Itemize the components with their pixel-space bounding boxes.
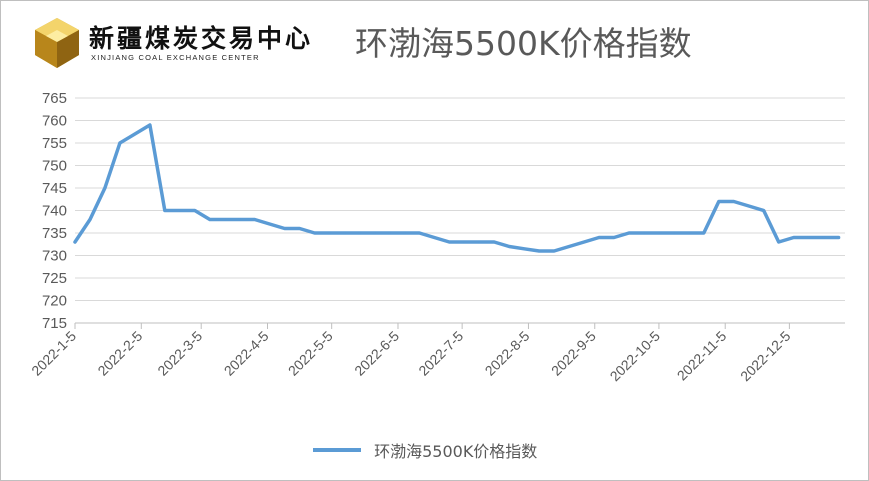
data-point — [268, 222, 271, 226]
data-point — [747, 204, 750, 208]
logo-english-name: XINJIANG COAL EXCHANGE CENTER — [91, 53, 260, 62]
data-point — [627, 231, 631, 235]
data-point — [552, 249, 556, 253]
data-point — [717, 200, 720, 203]
data-point — [822, 236, 825, 239]
logo: 新疆煤炭交易中心 XINJIANG COAL EXCHANGE CENTER — [29, 15, 329, 71]
y-tick-label: 735 — [42, 225, 67, 242]
chart-title: 环渤海5500K价格指数 — [355, 24, 692, 63]
data-point — [762, 209, 765, 212]
data-point — [448, 240, 451, 244]
data-point — [118, 141, 122, 145]
logo-chinese-name: 新疆煤炭交易中心 — [89, 24, 314, 53]
x-tick-label: 2022-1-5 — [28, 328, 79, 379]
data-point — [807, 236, 810, 239]
data-point — [523, 247, 526, 250]
y-tick-label: 745 — [42, 180, 67, 197]
x-tick-label: 2022-3-5 — [154, 328, 205, 379]
data-point — [418, 231, 421, 235]
series-layer — [73, 123, 841, 253]
y-tick-label: 765 — [42, 90, 67, 107]
x-tick-label: 2022-6-5 — [351, 328, 402, 379]
data-point — [73, 240, 77, 244]
data-point — [463, 240, 466, 244]
data-point — [537, 249, 541, 253]
data-point — [178, 209, 181, 212]
data-point — [777, 240, 780, 244]
data-point — [478, 240, 481, 244]
data-point — [508, 245, 511, 248]
data-point — [238, 218, 241, 221]
y-axis: 715 720 725 730 735 740 745 750 755 760 765 — [42, 90, 67, 332]
data-point — [403, 231, 406, 235]
data-point — [313, 231, 316, 235]
y-tick-label: 760 — [42, 113, 67, 130]
data-point — [672, 231, 676, 235]
data-point — [612, 236, 616, 239]
legend-swatch — [313, 448, 361, 452]
data-point — [358, 231, 361, 235]
legend: 环渤海5500K价格指数 — [313, 438, 538, 461]
data-point — [328, 231, 331, 235]
x-axis: 2022-1-5 2022-2-5 2022-3-5 2022-4-5 2022-5-5… — [28, 322, 845, 385]
x-tick-label: 2022-11-5 — [674, 328, 730, 384]
data-point — [657, 231, 661, 235]
legend-label: 环渤海5500K价格指数 — [374, 442, 538, 461]
data-point — [193, 209, 196, 212]
data-point — [88, 218, 92, 221]
x-tick-label: 2022-7-5 — [415, 328, 466, 379]
data-point — [642, 231, 646, 235]
data-point — [493, 240, 496, 244]
data-point — [567, 245, 571, 248]
x-tick-label: 2022-12-5 — [737, 328, 794, 385]
x-tick-label: 2022-9-5 — [548, 328, 599, 379]
data-point — [343, 231, 346, 235]
data-point — [298, 227, 301, 230]
y-tick-label: 720 — [42, 293, 67, 310]
y-tick-label: 755 — [42, 135, 67, 152]
x-tick-label: 2022-5-5 — [285, 328, 336, 379]
y-tick-label: 740 — [42, 203, 67, 220]
data-point — [388, 231, 391, 235]
data-point — [163, 209, 166, 212]
data-point — [732, 200, 735, 203]
data-point — [837, 236, 840, 239]
grid-lines — [75, 97, 845, 324]
data-point — [373, 231, 376, 235]
y-tick-label: 730 — [42, 248, 67, 265]
gold-cube-icon — [35, 18, 79, 68]
x-tick-label: 2022-10-5 — [607, 328, 664, 385]
data-point — [283, 227, 286, 230]
data-point — [792, 236, 795, 239]
data-point — [433, 236, 436, 239]
x-tick-label: 2022-8-5 — [482, 328, 533, 379]
data-point — [597, 236, 601, 239]
x-tick-label: 2022-4-5 — [221, 328, 272, 379]
x-tick-label: 2022-2-5 — [94, 328, 145, 379]
y-tick-label: 715 — [42, 315, 67, 332]
data-point — [702, 231, 705, 235]
data-point — [582, 240, 586, 244]
data-point — [103, 186, 107, 190]
y-tick-label: 725 — [42, 270, 67, 287]
data-point — [687, 231, 691, 235]
data-point — [148, 123, 152, 127]
data-point — [253, 218, 256, 221]
data-point — [223, 218, 226, 221]
y-tick-label: 750 — [42, 158, 67, 175]
data-point — [208, 218, 211, 221]
